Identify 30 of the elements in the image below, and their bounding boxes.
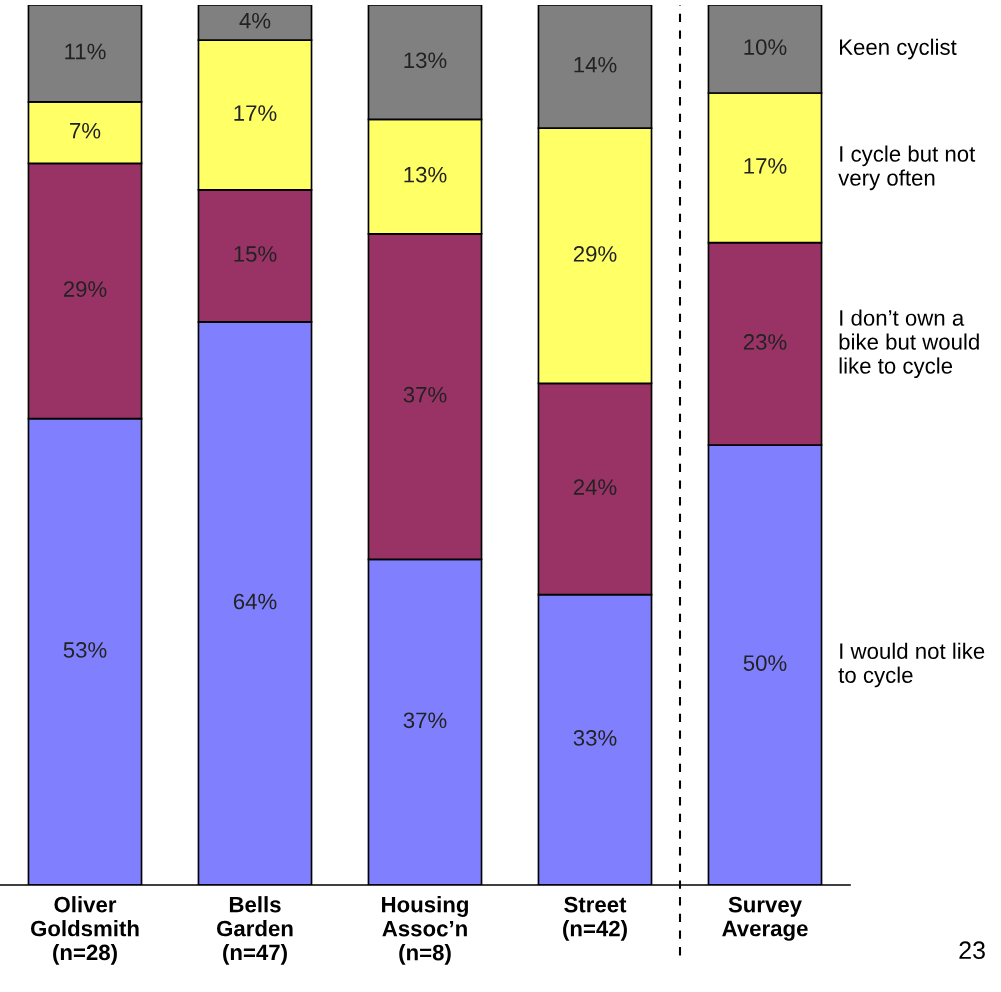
series-label: I cycle but not very often xyxy=(838,145,976,191)
data-label: 23% xyxy=(743,334,787,350)
data-label: 37% xyxy=(403,386,447,403)
data-label: 37% xyxy=(403,712,447,729)
x-tick-label: Survey Average xyxy=(722,896,808,941)
data-label: 24% xyxy=(573,479,617,495)
data-label: 29% xyxy=(573,246,617,262)
data-label: 10% xyxy=(744,39,787,55)
data-label: 15% xyxy=(234,246,277,262)
data-label: 53% xyxy=(63,642,107,658)
x-tick-label: Street (n=42) xyxy=(563,896,627,941)
data-label: 14% xyxy=(574,56,617,73)
data-label: 7% xyxy=(70,122,101,139)
text: 23 xyxy=(959,941,985,960)
data-label: 11% xyxy=(65,43,106,60)
series-label: Keen cyclist xyxy=(840,38,957,60)
series-label: I don’t own a bike but would like to cycle xyxy=(839,309,979,379)
data-label: 17% xyxy=(744,158,787,174)
x-tick-label: Housing Assoc’n (n=8) xyxy=(382,896,468,965)
data-label: 4% xyxy=(239,12,271,29)
series-label: I would not like to cycle xyxy=(838,642,985,688)
data-label: 17% xyxy=(234,105,277,121)
data-label: 50% xyxy=(743,655,787,671)
data-label: 33% xyxy=(573,730,617,746)
data-label: 13% xyxy=(404,166,447,183)
data-label: 64% xyxy=(233,593,277,610)
x-tick-label: Bells Garden (n=47) xyxy=(217,896,293,965)
data-label: 13% xyxy=(404,52,447,69)
x-tick-label: Oliver Goldsmith (n=28) xyxy=(30,896,139,965)
data-label: 29% xyxy=(63,281,107,297)
